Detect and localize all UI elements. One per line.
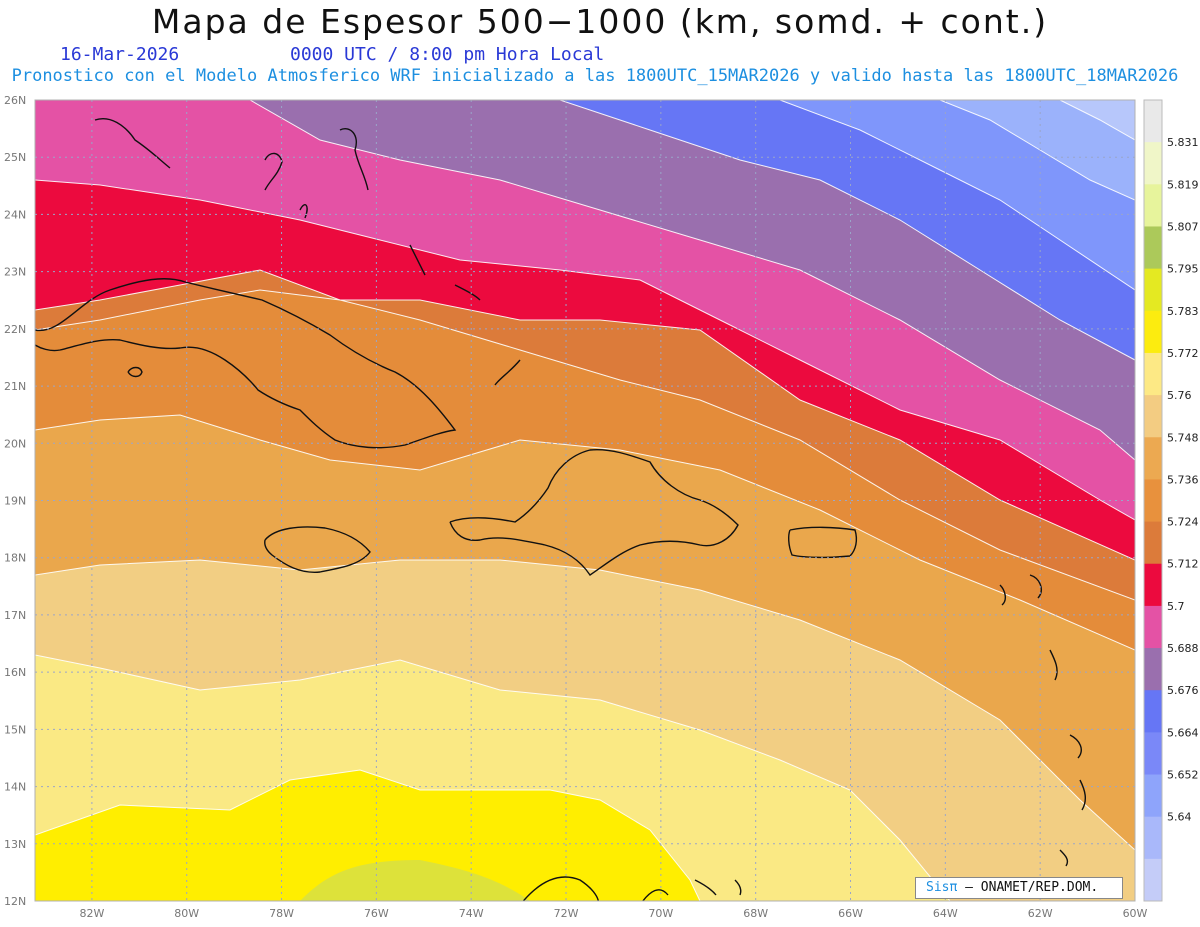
colorbar-swatch bbox=[1144, 142, 1162, 185]
lon-label: 70W bbox=[648, 907, 673, 920]
colorbar-label: 5.676 bbox=[1167, 684, 1199, 697]
colorbar-label: 5.819 bbox=[1167, 178, 1199, 191]
colorbar-swatch bbox=[1144, 605, 1162, 649]
map-title: Mapa de Espesor 500−1000 (km, somd. + co… bbox=[151, 2, 1049, 41]
colorbar-label: 5.64 bbox=[1167, 811, 1192, 824]
colorbar-swatch bbox=[1144, 732, 1162, 776]
colorbar-label: 5.688 bbox=[1167, 642, 1199, 655]
thickness-band-highlight bbox=[300, 860, 530, 901]
lat-label: 22N bbox=[4, 323, 26, 336]
hispaniola-coastline bbox=[449, 448, 739, 576]
isle-of-youth-coastline bbox=[127, 366, 143, 378]
lon-label: 62W bbox=[1028, 907, 1053, 920]
colorbar-swatch bbox=[1144, 648, 1162, 691]
colorbar-swatch bbox=[1144, 395, 1162, 438]
lat-label: 14N bbox=[4, 781, 26, 794]
colorbar-label: 5.76 bbox=[1167, 389, 1192, 402]
lat-label: 18N bbox=[4, 552, 26, 565]
lat-label: 19N bbox=[4, 495, 26, 508]
contour-line bbox=[35, 414, 1135, 651]
model-description: Pronostico con el Modelo Atmosferico WRF… bbox=[11, 66, 1179, 86]
colorbar-swatch bbox=[1144, 774, 1162, 818]
contour-line bbox=[779, 100, 1135, 291]
contour-line bbox=[35, 654, 951, 901]
colorbar-label: 5.736 bbox=[1167, 473, 1199, 486]
contour-line bbox=[35, 559, 1135, 851]
lat-label: 12N bbox=[4, 895, 26, 908]
contour-line bbox=[35, 179, 1135, 521]
lesser-antilles-coastline bbox=[999, 574, 1087, 867]
colorbar-label: 5.748 bbox=[1167, 431, 1199, 444]
colorbar-frame bbox=[1143, 99, 1163, 902]
colorbar-swatch bbox=[1144, 816, 1162, 860]
lon-label: 66W bbox=[838, 907, 863, 920]
colorbar-swatch bbox=[1144, 521, 1162, 565]
lat-label: 13N bbox=[4, 838, 26, 851]
lon-label: 82W bbox=[79, 907, 104, 920]
lon-label: 76W bbox=[364, 907, 389, 920]
colorbar: 5.831 5.819 5.807 5.795 5.783 5.772 5.76 5.748 5… bbox=[1143, 99, 1199, 902]
map-frame bbox=[34, 99, 1136, 902]
colorbar-label: 5.7 bbox=[1167, 600, 1185, 613]
colorbar-swatch bbox=[1144, 563, 1162, 607]
forecast-date: 16-Mar-2026 bbox=[60, 44, 180, 65]
colorbar-label: 5.724 bbox=[1167, 516, 1199, 529]
colorbar-label: 5.807 bbox=[1167, 220, 1199, 233]
jamaica-coastline bbox=[264, 526, 371, 573]
contour-line bbox=[1059, 100, 1135, 141]
colorbar-swatch bbox=[1144, 352, 1162, 396]
lon-label: 72W bbox=[554, 907, 579, 920]
colorbar-swatch bbox=[1144, 268, 1162, 312]
colorbar-swatch bbox=[1144, 184, 1162, 227]
thickness-bands bbox=[35, 100, 1135, 901]
lon-label: 74W bbox=[459, 907, 484, 920]
lon-label: 60W bbox=[1123, 907, 1148, 920]
lat-label: 20N bbox=[4, 437, 26, 450]
colorbar-swatch bbox=[1144, 226, 1162, 270]
colorbar-label: 5.772 bbox=[1167, 347, 1199, 360]
thickness-band bbox=[940, 100, 1135, 200]
organization-text: – ONAMET/REP.DOM. bbox=[965, 880, 1099, 895]
lon-label: 78W bbox=[269, 907, 294, 920]
south-america-coastline bbox=[522, 876, 742, 901]
credit-box: Sisπ – ONAMET/REP.DOM. bbox=[915, 877, 1123, 899]
lat-label: 17N bbox=[4, 609, 26, 622]
contour-line bbox=[35, 769, 701, 901]
colorbar-label: 5.712 bbox=[1167, 558, 1199, 571]
colorbar-swatch bbox=[1144, 310, 1162, 354]
colorbar-swatch bbox=[1144, 100, 1162, 143]
contour-line bbox=[559, 100, 1135, 361]
contour-line bbox=[35, 269, 1135, 561]
puerto-rico-coastline bbox=[787, 526, 858, 559]
thickness-band bbox=[1060, 100, 1135, 140]
forecast-time: 0000 UTC / 8:00 pm Hora Local bbox=[290, 44, 605, 65]
colorbar-label: 5.664 bbox=[1167, 726, 1199, 739]
lon-label: 80W bbox=[174, 907, 199, 920]
lat-label: 23N bbox=[4, 266, 26, 279]
contour-line bbox=[35, 100, 1135, 461]
colorbar-label: 5.831 bbox=[1167, 136, 1199, 149]
colorbar-label: 5.783 bbox=[1167, 305, 1199, 318]
colorbar-swatch bbox=[1144, 437, 1162, 480]
colorbar-swatch bbox=[1144, 690, 1162, 733]
lat-label: 25N bbox=[4, 151, 26, 164]
cuba-coastline bbox=[35, 278, 457, 449]
colorbar-swatch bbox=[1144, 858, 1162, 902]
lon-label: 64W bbox=[933, 907, 958, 920]
contour-lines bbox=[35, 100, 1135, 901]
colorbar-swatch bbox=[1144, 479, 1162, 523]
lat-label: 24N bbox=[4, 208, 26, 221]
axis-labels: 82W 80W 78W 76W 74W 72W 70W 68W 66W 64W 62W 60W 26N 2… bbox=[4, 94, 1148, 920]
lat-label: 21N bbox=[4, 380, 26, 393]
sis-logo-text: Sisπ bbox=[926, 880, 958, 895]
lon-label: 68W bbox=[743, 907, 768, 920]
lat-lon-grid bbox=[35, 100, 1135, 901]
colorbar-label: 5.795 bbox=[1167, 263, 1199, 276]
lat-label: 26N bbox=[4, 94, 26, 107]
lat-label: 16N bbox=[4, 666, 26, 679]
colorbar-label: 5.652 bbox=[1167, 769, 1199, 782]
lat-label: 15N bbox=[4, 723, 26, 736]
